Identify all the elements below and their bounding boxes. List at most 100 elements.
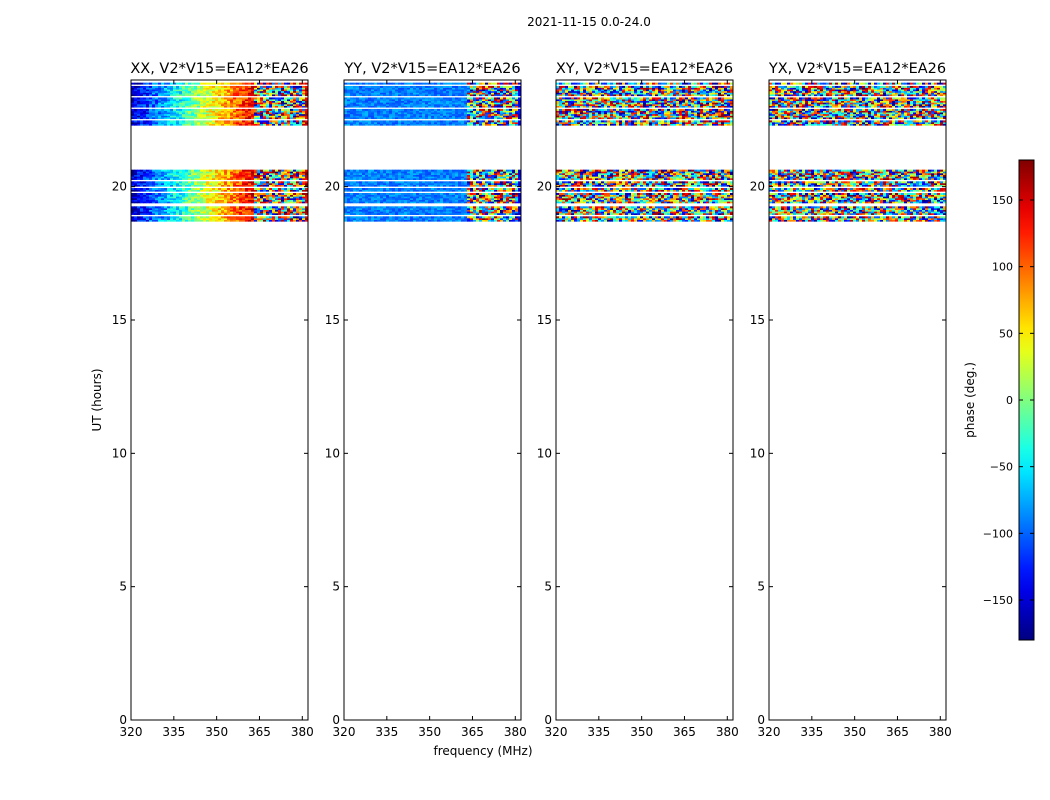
heatmap-cell: [245, 100, 249, 103]
heatmap-cell: [518, 120, 522, 123]
heatmap-cell: [188, 92, 192, 95]
heatmap-cell: [422, 199, 426, 202]
heatmap-cell: [470, 113, 474, 116]
heatmap-cell: [485, 216, 489, 219]
heatmap-cell: [203, 122, 207, 124]
heatmap-cell: [362, 104, 366, 106]
heatmap-cell: [131, 208, 135, 210]
heatmap-cell: [227, 171, 231, 174]
heatmap-cell: [284, 82, 288, 85]
heatmap-cell: [392, 87, 396, 90]
heatmap-cell: [212, 219, 216, 222]
heatmap-cell: [209, 112, 213, 115]
heatmap-cell: [434, 219, 438, 222]
heatmap-cell: [218, 89, 222, 92]
heatmap-cell: [398, 87, 402, 90]
heatmap-cell: [503, 120, 507, 123]
heatmap-cell: [197, 178, 201, 180]
heatmap-cell: [425, 99, 429, 102]
heatmap-cell: [167, 105, 171, 108]
heatmap-cell: [428, 112, 432, 115]
heatmap-cell: [227, 105, 231, 108]
heatmap-cell: [446, 211, 450, 214]
heatmap-cell: [170, 99, 174, 102]
heatmap-cell: [458, 100, 462, 103]
heatmap-cell: [416, 108, 420, 111]
heatmap-cell: [149, 181, 153, 184]
heatmap-cell: [236, 219, 240, 222]
heatmap-cell: [161, 89, 165, 92]
heatmap-cell: [434, 99, 438, 102]
heatmap-cell: [191, 97, 195, 100]
heatmap-cell: [398, 102, 402, 105]
heatmap-cell: [233, 108, 237, 111]
heatmap-cell: [344, 196, 348, 199]
heatmap-cell: [284, 97, 288, 100]
heatmap-cell: [197, 198, 201, 200]
heatmap-cell: [389, 194, 393, 197]
heatmap-cell: [395, 100, 399, 103]
heatmap-cell: [386, 92, 390, 95]
heatmap-cell: [488, 108, 492, 111]
heatmap-cell: [302, 104, 306, 106]
heatmap-cell: [155, 122, 159, 124]
heatmap-cell: [290, 199, 294, 202]
heatmap-cell: [212, 122, 216, 124]
heatmap-cell: [179, 97, 183, 100]
heatmap-cell: [476, 196, 480, 199]
heatmap-cell: [131, 206, 135, 209]
heatmap-cell: [416, 92, 420, 95]
heatmap-cell: [401, 198, 405, 200]
heatmap-cell: [287, 99, 291, 102]
heatmap-cell: [455, 117, 459, 120]
heatmap-cell: [299, 206, 303, 209]
heatmap-cell: [347, 102, 351, 105]
heatmap-cell: [419, 209, 423, 212]
heatmap-cell: [134, 108, 138, 111]
heatmap-cell: [221, 216, 225, 219]
heatmap-cell: [515, 208, 519, 210]
heatmap-cell: [260, 201, 264, 204]
heatmap-cell: [227, 208, 231, 210]
heatmap-cell: [377, 105, 381, 108]
heatmap-cell: [197, 85, 201, 88]
heatmap-cell: [293, 209, 297, 212]
heatmap-cell: [401, 100, 405, 103]
heatmap-cell: [482, 123, 486, 126]
heatmap-cell: [467, 89, 471, 92]
heatmap-cell: [188, 100, 192, 103]
heatmap-cell: [509, 196, 513, 199]
heatmap-cell: [347, 196, 351, 199]
heatmap-cell: [197, 194, 201, 197]
heatmap-cell: [302, 189, 306, 192]
heatmap-cell: [185, 178, 189, 180]
heatmap-cell: [494, 113, 498, 116]
heatmap-cell: [452, 189, 456, 192]
heatmap-cell: [176, 211, 180, 214]
heatmap-cell: [245, 120, 249, 123]
heatmap-cell: [491, 196, 495, 199]
heatmap-cell: [134, 117, 138, 120]
heatmap-cell: [278, 181, 282, 184]
heatmap-cell: [173, 219, 177, 222]
heatmap-cell: [440, 218, 444, 220]
heatmap-cell: [503, 115, 507, 118]
heatmap-cell: [263, 122, 267, 124]
heatmap-cell: [293, 105, 297, 108]
heatmap-cell: [170, 171, 174, 174]
heatmap-cell: [203, 115, 207, 118]
heatmap-cell: [473, 198, 477, 200]
heatmap-cell: [419, 123, 423, 126]
heatmap-cell: [266, 193, 270, 195]
heatmap-cell: [386, 94, 390, 97]
heatmap-cell: [494, 122, 498, 124]
heatmap-cell: [419, 110, 423, 113]
heatmap-cell: [299, 176, 303, 179]
heatmap-cell: [146, 218, 150, 220]
heatmap-cell: [155, 112, 159, 115]
heatmap-cell: [140, 100, 144, 103]
heatmap-cell: [263, 108, 267, 111]
heatmap-cell: [221, 174, 225, 177]
heatmap-cell: [401, 97, 405, 100]
heatmap-cell: [449, 94, 453, 97]
